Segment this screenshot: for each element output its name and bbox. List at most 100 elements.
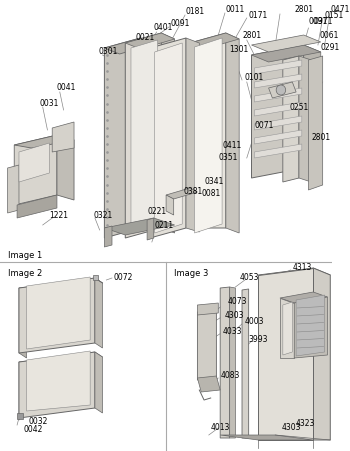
Polygon shape	[190, 33, 239, 49]
Text: 0371: 0371	[313, 18, 332, 27]
Text: 0211: 0211	[155, 221, 174, 230]
Polygon shape	[252, 45, 321, 62]
Text: 0091: 0091	[171, 18, 190, 28]
Text: 4073: 4073	[228, 298, 247, 307]
Polygon shape	[104, 38, 140, 238]
Text: 0061: 0061	[320, 31, 339, 40]
Text: 4083: 4083	[220, 371, 239, 379]
Text: 4013: 4013	[211, 423, 230, 433]
Polygon shape	[283, 302, 292, 355]
Polygon shape	[19, 278, 103, 293]
Bar	[17, 413, 23, 419]
Polygon shape	[19, 143, 49, 182]
Text: 0091: 0091	[308, 18, 328, 27]
Polygon shape	[195, 38, 222, 233]
Polygon shape	[308, 56, 323, 190]
Text: 0181: 0181	[185, 8, 204, 17]
Text: 0021: 0021	[136, 33, 155, 42]
Polygon shape	[155, 43, 182, 233]
Text: 4303: 4303	[282, 423, 301, 433]
Polygon shape	[226, 33, 239, 233]
Text: 4033: 4033	[223, 327, 243, 336]
Text: 4003: 4003	[245, 318, 264, 327]
Text: 4053: 4053	[239, 273, 259, 282]
Polygon shape	[230, 287, 235, 438]
Polygon shape	[258, 268, 313, 440]
Polygon shape	[294, 297, 328, 358]
Text: 0081: 0081	[201, 189, 220, 198]
Polygon shape	[254, 130, 302, 144]
Text: 2801: 2801	[242, 31, 261, 40]
Polygon shape	[131, 40, 158, 233]
Polygon shape	[197, 303, 218, 315]
Text: 0291: 0291	[321, 43, 340, 52]
Text: 2801: 2801	[294, 5, 313, 14]
Polygon shape	[186, 38, 199, 232]
Text: 1221: 1221	[49, 211, 68, 220]
Polygon shape	[254, 60, 302, 74]
Polygon shape	[14, 135, 74, 148]
Text: 0032: 0032	[28, 418, 48, 427]
Polygon shape	[299, 56, 311, 182]
Polygon shape	[19, 362, 27, 418]
Text: 0011: 0011	[226, 5, 245, 14]
Circle shape	[276, 85, 286, 95]
Polygon shape	[57, 135, 74, 200]
Text: 0411: 0411	[222, 141, 241, 149]
Polygon shape	[304, 45, 321, 174]
Polygon shape	[19, 278, 95, 353]
Text: 0381: 0381	[183, 188, 202, 197]
Polygon shape	[252, 45, 304, 178]
Polygon shape	[254, 144, 302, 158]
Text: 4323: 4323	[296, 419, 315, 428]
Polygon shape	[104, 218, 175, 235]
Polygon shape	[19, 352, 95, 418]
Polygon shape	[220, 435, 313, 440]
Text: 0151: 0151	[324, 11, 344, 20]
Polygon shape	[27, 351, 90, 411]
Polygon shape	[161, 33, 175, 233]
Polygon shape	[147, 218, 154, 240]
Text: 0301: 0301	[99, 47, 118, 56]
Polygon shape	[95, 278, 103, 348]
Polygon shape	[220, 287, 230, 438]
Polygon shape	[190, 33, 226, 228]
Text: 4303: 4303	[225, 310, 244, 319]
Polygon shape	[254, 88, 302, 102]
Text: 2801: 2801	[311, 133, 330, 142]
Polygon shape	[125, 33, 175, 49]
Polygon shape	[125, 33, 161, 238]
Polygon shape	[197, 310, 216, 380]
Polygon shape	[296, 295, 324, 356]
Polygon shape	[8, 165, 19, 213]
Polygon shape	[252, 35, 321, 52]
Polygon shape	[254, 116, 302, 130]
Polygon shape	[313, 268, 330, 440]
Text: Image 3: Image 3	[174, 268, 208, 277]
Text: 4313: 4313	[292, 263, 312, 272]
Text: Image 1: Image 1	[8, 250, 42, 259]
Polygon shape	[258, 268, 330, 282]
Polygon shape	[14, 135, 57, 205]
Polygon shape	[166, 195, 174, 215]
Polygon shape	[19, 288, 27, 358]
Text: 0031: 0031	[40, 98, 59, 107]
Polygon shape	[140, 38, 154, 234]
Polygon shape	[280, 298, 294, 358]
Text: 0251: 0251	[289, 102, 309, 111]
Polygon shape	[95, 352, 103, 413]
Text: 1301: 1301	[230, 46, 249, 55]
Polygon shape	[52, 122, 74, 152]
Text: 0171: 0171	[248, 11, 268, 20]
Text: 0042: 0042	[24, 425, 43, 434]
Bar	[93, 275, 98, 280]
Text: 0321: 0321	[93, 211, 112, 220]
Text: 0071: 0071	[254, 120, 274, 129]
Polygon shape	[268, 82, 296, 98]
Polygon shape	[150, 38, 186, 238]
Text: 0471: 0471	[330, 5, 350, 14]
Polygon shape	[19, 352, 103, 367]
Text: 0221: 0221	[147, 207, 166, 216]
Polygon shape	[166, 188, 197, 199]
Polygon shape	[17, 195, 57, 218]
